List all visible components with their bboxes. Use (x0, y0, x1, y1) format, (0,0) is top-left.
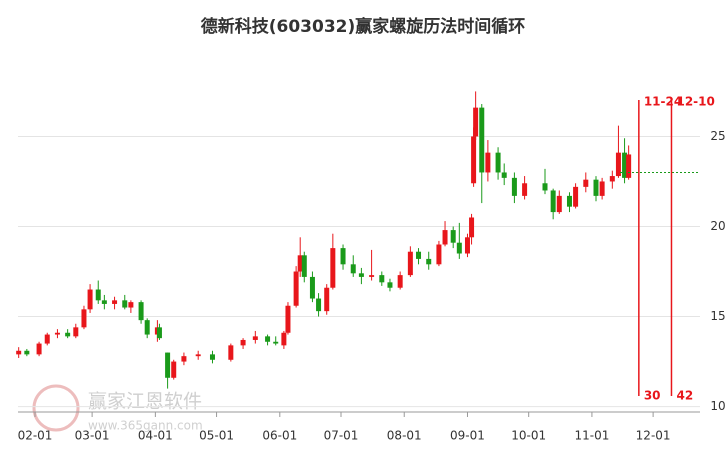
candle-body (556, 195, 562, 213)
candle-body (24, 350, 30, 355)
candle-body (416, 251, 422, 259)
candle-body (195, 354, 201, 357)
candle-body (228, 345, 234, 360)
x-tick-label: 11-01 (574, 429, 609, 443)
x-tick-label: 03-01 (75, 429, 110, 443)
candle-body (450, 230, 456, 243)
candle-body (240, 339, 246, 346)
y-tick-label: 25 (710, 129, 725, 143)
candle-body (44, 334, 50, 344)
candle-body (511, 177, 517, 196)
cycle-date-label: 12-10 (676, 95, 714, 109)
candle-body (54, 332, 60, 335)
candle-body (379, 275, 385, 283)
candle-body (273, 341, 279, 344)
y-tick-label: 20 (710, 219, 725, 233)
candle-body (495, 152, 501, 173)
candle-body (128, 302, 134, 308)
x-tick-label: 12-01 (636, 429, 671, 443)
candle-body (285, 305, 291, 333)
candle-body (293, 271, 299, 306)
candle-body (426, 258, 432, 265)
candle-body (297, 255, 303, 272)
candle-body (522, 183, 528, 196)
candle-body (265, 336, 271, 342)
y-tick-label: 15 (710, 309, 725, 323)
candle-body (471, 136, 477, 184)
candle-body (144, 320, 150, 335)
x-tick-label: 08-01 (387, 429, 422, 443)
candle-body (36, 343, 42, 355)
candle-body (436, 244, 442, 265)
candle-body (309, 276, 315, 299)
candle-body (181, 356, 187, 362)
candle-body (473, 107, 479, 137)
candle-body (615, 152, 621, 177)
candle-body (599, 181, 605, 196)
candle-body (316, 298, 322, 312)
candle-body (138, 302, 144, 321)
watermark-url: www.365gann.com (88, 419, 203, 433)
candle-body (81, 309, 87, 328)
candle-body (281, 332, 287, 346)
candle-body (387, 282, 393, 288)
candle-body (122, 300, 128, 308)
cycle-count-label: 42 (676, 389, 693, 403)
candle-body (330, 248, 336, 288)
x-tick-label: 05-01 (199, 429, 234, 443)
candle-body (626, 154, 632, 178)
candle-body (209, 354, 215, 360)
candle-body (464, 237, 470, 254)
candle-body (469, 217, 475, 238)
candle-body (112, 300, 118, 304)
candle-body (369, 275, 375, 277)
candle-body (165, 352, 171, 378)
candle-body (65, 332, 71, 337)
watermark: 赢家江恩软件 www.365gann.com (32, 384, 203, 433)
candle-body (358, 273, 364, 277)
candle-body (456, 242, 462, 254)
candle-body (501, 172, 507, 178)
candle-body (87, 289, 93, 310)
candle-body (550, 190, 556, 213)
x-tick-label: 09-01 (450, 429, 485, 443)
x-tick-label: 06-01 (262, 429, 297, 443)
candle-body (301, 255, 307, 277)
candle-body (542, 183, 548, 191)
candle-body (16, 350, 22, 355)
candle-body (622, 152, 628, 178)
x-tick-label: 10-01 (511, 429, 546, 443)
candle-body (593, 179, 599, 196)
x-tick-label: 02-01 (18, 429, 53, 443)
candle-body (485, 152, 491, 173)
y-tick-label: 10 (710, 399, 725, 413)
watermark-logo (32, 384, 80, 432)
candle-body (95, 289, 101, 301)
candle-body (252, 336, 258, 340)
candle-body (340, 248, 346, 265)
candle-body (573, 186, 579, 207)
candle-body (73, 327, 79, 337)
candle-body (156, 327, 162, 339)
candle-body (171, 361, 177, 378)
candle-body (407, 251, 413, 276)
cycle-count-label: 30 (644, 389, 661, 403)
x-tick-label: 04-01 (138, 429, 173, 443)
candle-body (101, 300, 107, 304)
candle-body (397, 275, 403, 288)
candle-body (324, 287, 330, 312)
candle-body (479, 107, 485, 173)
x-tick-label: 07-01 (324, 429, 359, 443)
cycle-date-label: 11-24 (644, 95, 682, 109)
candle-body (583, 179, 589, 187)
candle-body (609, 176, 615, 182)
candle-body (566, 195, 572, 207)
candle-body (350, 264, 356, 274)
candle-body (442, 230, 448, 245)
chart-title: 德新科技(603032)赢家螺旋历法时间循环 (201, 16, 526, 37)
watermark-text: 赢家江恩软件 (88, 391, 202, 413)
